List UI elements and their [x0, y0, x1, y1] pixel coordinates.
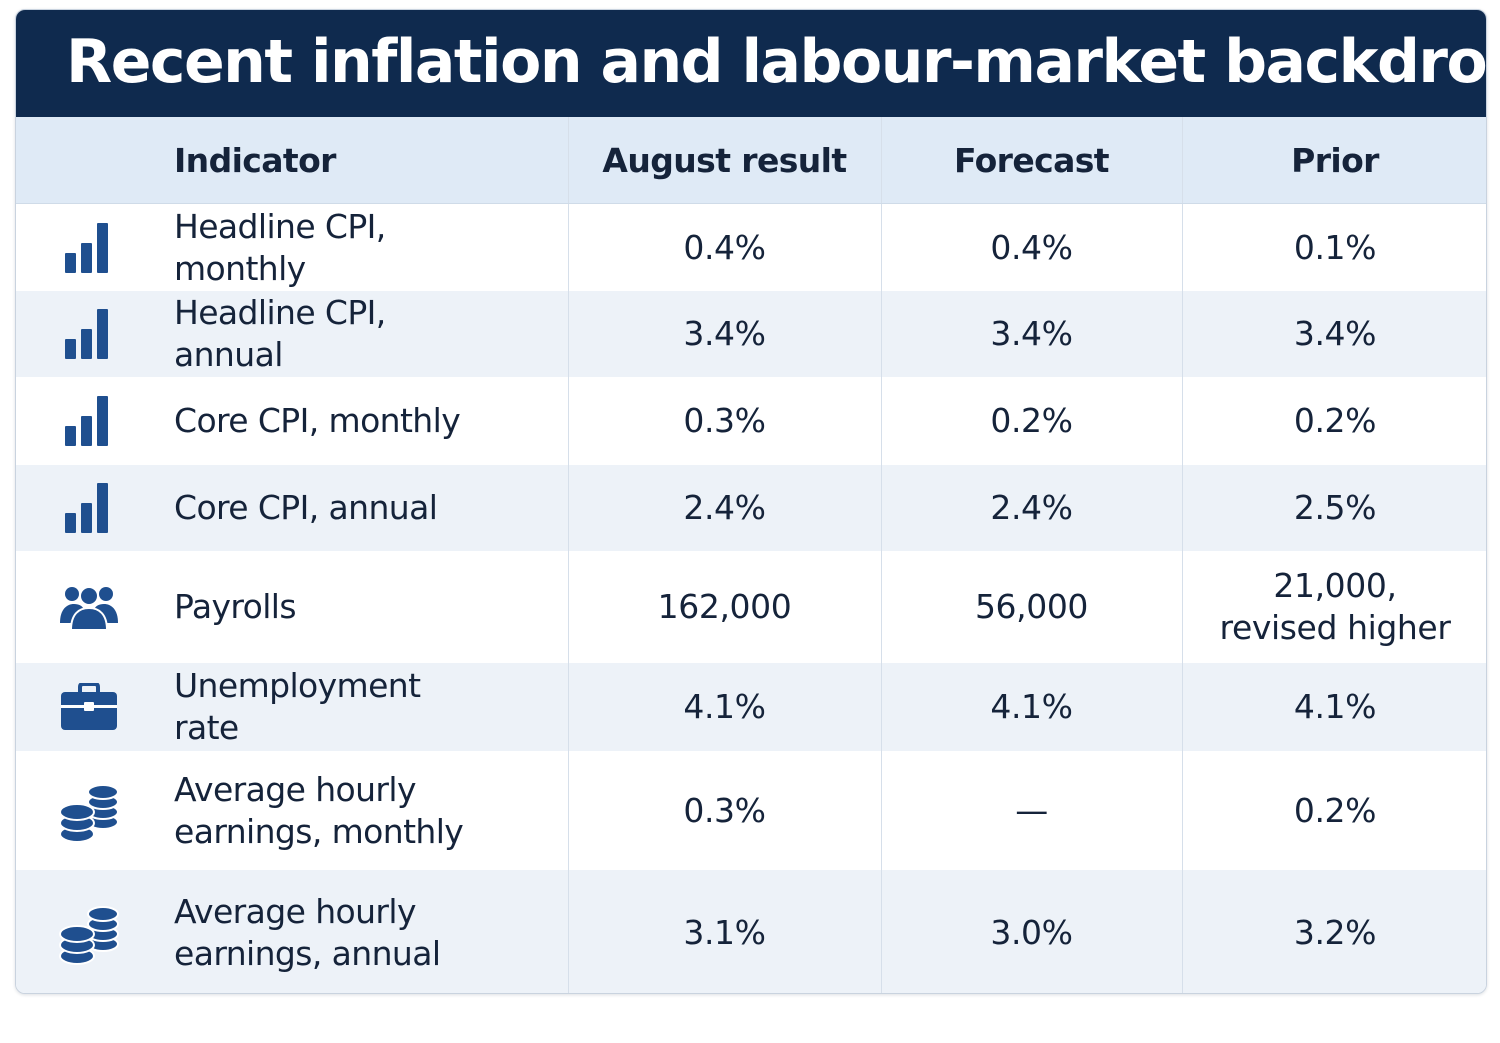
indicator-label: Average hourly earnings, monthly: [174, 769, 464, 851]
prior-cell: 3.4%: [1182, 291, 1486, 377]
prior-cell: 0.2%: [1182, 751, 1486, 870]
august-result-cell: 3.1%: [568, 870, 881, 993]
prior-value: 21,000, revised higher: [1219, 566, 1451, 647]
forecast-value: —: [1015, 790, 1048, 830]
indicator-label: Core CPI, annual: [174, 488, 438, 527]
forecast-value: 0.4%: [990, 227, 1073, 267]
august-result-value: 3.1%: [683, 912, 766, 952]
forecast-value: 56,000: [974, 587, 1089, 626]
forecast-cell: 56,000: [881, 551, 1182, 663]
forecast-cell: 0.4%: [881, 204, 1182, 291]
table-row: Headline CPI, monthly 0.4% 0.4% 0.1%: [16, 204, 1486, 291]
prior-value: 3.4%: [1293, 314, 1377, 353]
forecast-value: 0.2%: [990, 401, 1073, 440]
august-result-value: 162,000: [657, 587, 792, 626]
forecast-cell: 0.2%: [881, 377, 1182, 465]
prior-value: 0.2%: [1293, 401, 1377, 440]
prior-cell: 4.1%: [1182, 663, 1486, 751]
indicator-label: Average hourly earnings, annual: [174, 891, 441, 973]
forecast-cell: —: [881, 751, 1182, 870]
people-icon: [16, 551, 161, 663]
table-row: Headline CPI, annual 3.4% 3.4% 3.4%: [16, 291, 1486, 377]
prior-value: 4.1%: [1293, 687, 1377, 726]
table-row: Core CPI, annual 2.4% 2.4% 2.5%: [16, 465, 1486, 551]
indicator-cell: Headline CPI, annual: [174, 291, 566, 377]
indicator-cell: Payrolls: [174, 551, 566, 663]
prior-value: 0.1%: [1293, 227, 1377, 267]
prior-value: 0.2%: [1293, 790, 1377, 830]
indicator-label: Payrolls: [174, 587, 297, 626]
august-result-cell: 2.4%: [568, 465, 881, 551]
indicator-cell: Core CPI, annual: [174, 465, 566, 551]
indicator-cell: Average hourly earnings, monthly: [174, 751, 566, 870]
indicator-cell: Core CPI, monthly: [174, 377, 566, 465]
table-row: Unemployment rate 4.1% 4.1% 4.1%: [16, 663, 1486, 751]
coins-icon: [16, 870, 161, 993]
forecast-value: 4.1%: [990, 687, 1073, 726]
prior-cell: 2.5%: [1182, 465, 1486, 551]
indicator-label: Headline CPI, annual: [174, 293, 386, 374]
table-row: Average hourly earnings, monthly 0.3% — 0.2…: [16, 751, 1486, 870]
coins-icon: [16, 751, 161, 870]
bar-chart-icon: [16, 204, 161, 291]
august-result-cell: 162,000: [568, 551, 881, 663]
prior-cell: 3.2%: [1182, 870, 1486, 993]
table-card: Recent inflation and labour-market backd…: [15, 9, 1487, 994]
table-row: Payrolls 162,000 56,000 21,000, revised hig…: [16, 551, 1486, 663]
title-bar: Recent inflation and labour-market backd…: [16, 10, 1486, 117]
august-result-cell: 3.4%: [568, 291, 881, 377]
forecast-cell: 2.4%: [881, 465, 1182, 551]
header-prior: Prior: [1291, 140, 1379, 180]
prior-value: 2.5%: [1293, 488, 1377, 527]
header-august-result: August result: [602, 140, 847, 180]
table-title: Recent inflation and labour-market backd…: [66, 27, 1487, 97]
prior-cell: 0.2%: [1182, 377, 1486, 465]
indicator-label: Core CPI, monthly: [174, 401, 461, 440]
prior-cell: 0.1%: [1182, 204, 1486, 291]
forecast-value: 3.4%: [990, 314, 1073, 353]
august-result-value: 3.4%: [683, 314, 766, 353]
august-result-value: 2.4%: [683, 488, 766, 527]
header-indicator: Indicator: [174, 140, 336, 180]
forecast-value: 3.0%: [990, 912, 1073, 952]
bar-chart-icon: [16, 465, 161, 551]
table-header-row: Indicator August result Forecast Prior: [16, 117, 1486, 204]
august-result-value: 0.3%: [683, 790, 766, 830]
bar-chart-icon: [16, 377, 161, 465]
indicator-label: Unemployment rate: [174, 666, 421, 747]
indicator-cell: Average hourly earnings, annual: [174, 870, 566, 993]
august-result-cell: 0.3%: [568, 751, 881, 870]
indicator-label: Headline CPI, monthly: [174, 206, 386, 288]
august-result-cell: 4.1%: [568, 663, 881, 751]
august-result-value: 4.1%: [683, 687, 766, 726]
prior-value: 3.2%: [1293, 912, 1377, 952]
indicator-cell: Headline CPI, monthly: [174, 204, 566, 291]
table-row: Core CPI, monthly 0.3% 0.2% 0.2%: [16, 377, 1486, 465]
august-result-cell: 0.4%: [568, 204, 881, 291]
forecast-value: 2.4%: [990, 488, 1073, 527]
bar-chart-icon: [16, 291, 161, 377]
table-row: Average hourly earnings, annual 3.1% 3.0% 3…: [16, 870, 1486, 993]
prior-cell: 21,000, revised higher: [1182, 551, 1486, 663]
august-result-value: 0.4%: [683, 227, 766, 267]
indicator-cell: Unemployment rate: [174, 663, 566, 751]
forecast-cell: 4.1%: [881, 663, 1182, 751]
forecast-cell: 3.4%: [881, 291, 1182, 377]
forecast-cell: 3.0%: [881, 870, 1182, 993]
august-result-value: 0.3%: [683, 401, 766, 440]
header-forecast: Forecast: [954, 140, 1110, 180]
august-result-cell: 0.3%: [568, 377, 881, 465]
data-table: Indicator August result Forecast Prior H…: [16, 117, 1486, 993]
briefcase-icon: [16, 663, 161, 751]
